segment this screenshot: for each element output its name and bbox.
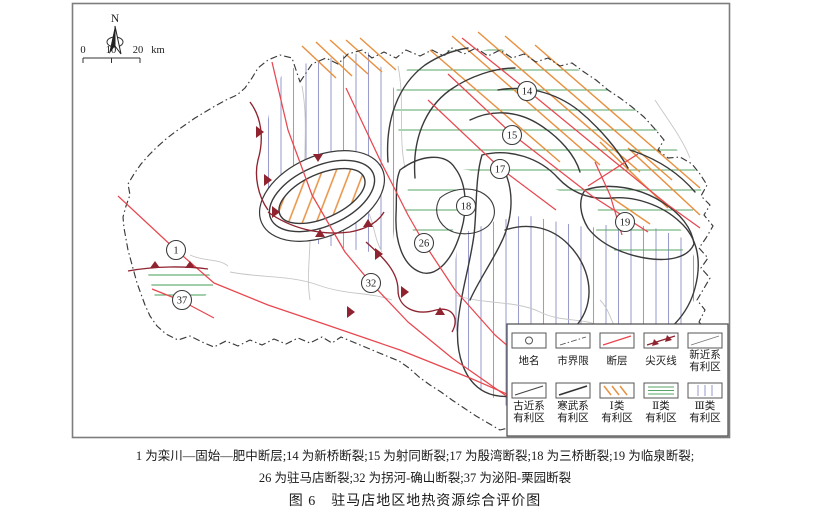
- map-marker-32: 32: [360, 272, 382, 294]
- legend-symbol-class-2: [643, 382, 679, 399]
- legend-label-neogene-2: 有利区: [689, 360, 721, 373]
- legend-label-class-1-1: Ⅰ类: [610, 399, 625, 412]
- legend-symbol-pinch-out: [643, 332, 679, 349]
- legend-symbol-neogene: [687, 332, 723, 349]
- legend-label-class-3-2: 有利区: [689, 411, 721, 424]
- map-legend: 地名 市界限 断层 尖灭线 新近系 有利区 古近系 有利区 寒武系 有利区 Ⅰ类…: [506, 323, 729, 437]
- scale-bar: 0 10 20 km: [80, 45, 165, 63]
- legend-label-cambrian-1: 寒武系: [557, 399, 589, 412]
- legend-symbol-fault: [599, 332, 635, 349]
- map-marker-15: 15: [501, 124, 523, 146]
- legend-symbol-cambrian: [555, 382, 591, 399]
- scale-tick-10: 10: [106, 45, 117, 56]
- fault-markers: 1 14 15 17 18 19 26 32 37: [165, 80, 636, 311]
- legend-label-neogene-1: 新近系: [689, 348, 721, 361]
- figure-title: 图 6 驻马店地区地热资源综合评价图: [289, 493, 542, 509]
- map-marker-26: 26: [413, 232, 435, 254]
- scale-unit: km: [151, 45, 164, 56]
- legend-symbol-class-1: [599, 382, 635, 399]
- map-marker-1: 1: [165, 239, 187, 261]
- legend-label-paleogene-2: 有利区: [513, 411, 545, 424]
- map-marker-14: 14: [516, 80, 538, 102]
- legend-label-class-3-1: Ⅲ类: [695, 399, 716, 412]
- legend-label-pinch-out: 尖灭线: [645, 354, 677, 367]
- caption-line-1: 1 为栾川—固始—肥中断层;14 为新桥断裂;15 为射同断裂;17 为殷湾断裂…: [136, 448, 694, 463]
- map-marker-18: 18: [455, 195, 477, 217]
- marker-label: 18: [461, 202, 472, 213]
- marker-label: 15: [507, 131, 518, 142]
- marker-label: 37: [177, 296, 188, 307]
- marker-label: 32: [366, 279, 377, 290]
- north-label: N: [111, 13, 120, 25]
- marker-label: 19: [620, 218, 631, 229]
- legend-symbol-class-3: [687, 382, 723, 399]
- legend-label-city-boundary: 市界限: [557, 354, 589, 367]
- legend-label-cambrian-2: 有利区: [557, 411, 589, 424]
- legend-symbol-place-name: [511, 332, 547, 349]
- legend-label-class-2-2: 有利区: [645, 411, 677, 424]
- marker-label: 26: [419, 239, 430, 250]
- marker-label: 1: [173, 246, 178, 257]
- legend-label-paleogene-1: 古近系: [513, 399, 545, 412]
- scale-tick-0: 0: [80, 45, 85, 56]
- class-1-oval-zone: [258, 150, 386, 242]
- legend-symbol-paleogene: [511, 382, 547, 399]
- caption-line-2: 26 为驻马店断裂;32 为拐河-确山断裂;37 为泌阳-栗园断裂: [259, 470, 571, 485]
- north-arrow-icon: N: [106, 13, 124, 55]
- scale-tick-20: 20: [133, 45, 144, 56]
- legend-label-fault: 断层: [607, 354, 628, 367]
- class-2-hatched-zones: [148, 48, 702, 302]
- figure-caption: 1 为栾川—固始—肥中断层;14 为新桥断裂;15 为射同断裂;17 为殷湾断裂…: [136, 448, 694, 509]
- legend-label-place-name: 地名: [519, 354, 540, 367]
- marker-label: 17: [495, 165, 506, 176]
- pinch-out-lines: [127, 101, 456, 333]
- legend-label-class-2-1: Ⅱ类: [652, 399, 670, 412]
- map-marker-19: 19: [614, 211, 636, 233]
- legend-label-class-1-2: 有利区: [601, 411, 633, 424]
- map-marker-37: 37: [171, 289, 193, 311]
- marker-label: 14: [522, 87, 533, 98]
- legend-symbol-city-boundary: [555, 332, 591, 349]
- map-marker-17: 17: [489, 158, 511, 180]
